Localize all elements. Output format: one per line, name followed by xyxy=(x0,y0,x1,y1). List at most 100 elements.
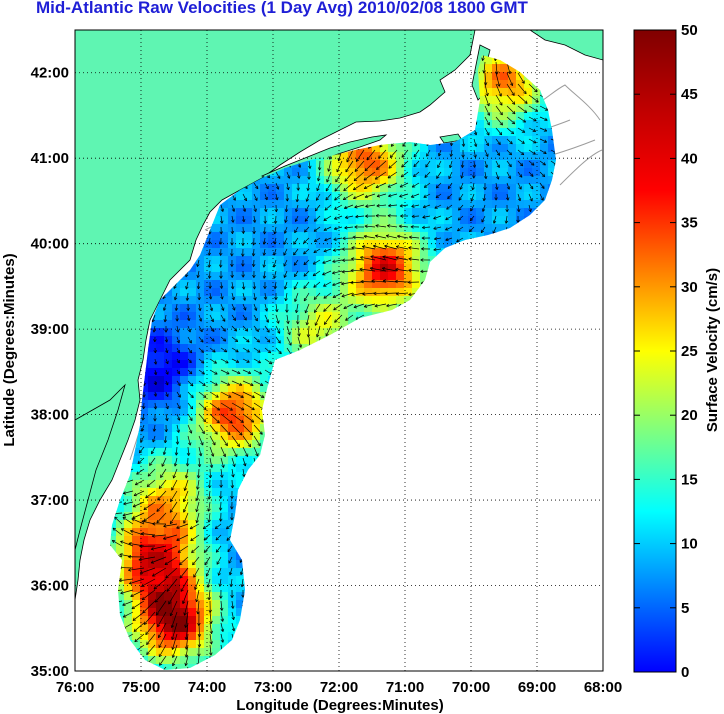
velocity-cell xyxy=(116,600,125,609)
velocity-cell xyxy=(252,408,261,417)
velocity-cell xyxy=(532,112,541,121)
velocity-cell xyxy=(244,272,253,281)
velocity-cell xyxy=(204,616,213,625)
velocity-cell xyxy=(236,608,245,617)
velocity-cell xyxy=(388,176,397,185)
velocity-cell xyxy=(164,664,173,670)
velocity-cell xyxy=(500,128,509,137)
velocity-cell xyxy=(212,592,221,601)
velocity-cell xyxy=(212,432,221,441)
velocity-cell xyxy=(236,344,245,353)
velocity-cell xyxy=(220,568,229,577)
velocity-cell xyxy=(372,160,381,169)
velocity-cell xyxy=(268,312,277,321)
velocity-cell xyxy=(292,312,301,321)
velocity-cell xyxy=(220,464,229,473)
velocity-cell xyxy=(300,264,309,273)
velocity-cell xyxy=(356,280,365,289)
velocity-cell xyxy=(196,632,205,641)
velocity-cell xyxy=(516,160,525,169)
velocity-cell xyxy=(228,408,237,417)
velocity-cell xyxy=(164,432,173,441)
velocity-cell xyxy=(140,640,149,649)
velocity-cell xyxy=(212,280,221,289)
velocity-cell xyxy=(500,72,509,81)
velocity-cell xyxy=(260,200,269,209)
velocity-cell xyxy=(300,288,309,297)
velocity-cell xyxy=(492,144,501,153)
velocity-cell xyxy=(300,168,309,177)
velocity-cell xyxy=(316,312,325,321)
velocity-cell xyxy=(244,240,253,249)
velocity-cell xyxy=(180,416,189,425)
velocity-cell xyxy=(172,320,181,329)
velocity-cell xyxy=(212,360,221,369)
velocity-cell xyxy=(156,568,165,577)
velocity-cell xyxy=(436,224,445,233)
velocity-cell xyxy=(156,624,165,633)
velocity-cell xyxy=(196,256,205,265)
velocity-cell xyxy=(140,576,149,585)
velocity-cell xyxy=(244,440,253,449)
velocity-cell xyxy=(252,432,261,441)
velocity-cell xyxy=(156,472,165,481)
velocity-cell xyxy=(396,200,405,209)
velocity-cell xyxy=(308,192,317,201)
velocity-cell xyxy=(268,320,277,329)
velocity-cell xyxy=(156,576,165,585)
velocity-cell xyxy=(132,608,141,617)
velocity-cell xyxy=(396,208,405,217)
velocity-cell xyxy=(412,264,421,273)
velocity-cell xyxy=(220,432,229,441)
velocity-cell xyxy=(444,240,453,249)
velocity-cell xyxy=(220,384,229,393)
velocity-cell xyxy=(228,496,237,505)
velocity-cell xyxy=(196,568,205,577)
velocity-cell xyxy=(124,624,133,633)
velocity-cell xyxy=(236,456,245,465)
velocity-cell xyxy=(396,240,405,249)
velocity-cell xyxy=(244,456,253,465)
velocity-cell xyxy=(300,280,309,289)
velocity-cell xyxy=(404,248,413,257)
velocity-cell xyxy=(180,448,189,457)
velocity-cell xyxy=(244,400,253,409)
velocity-cell xyxy=(148,592,157,601)
velocity-cell xyxy=(348,264,357,273)
velocity-cell xyxy=(460,136,469,145)
velocity-cell xyxy=(140,584,149,593)
velocity-cell xyxy=(308,288,317,297)
velocity-cell xyxy=(188,640,197,649)
velocity-cell xyxy=(308,240,317,249)
velocity-cell xyxy=(164,568,173,577)
velocity-cell xyxy=(228,232,237,241)
velocity-cell xyxy=(196,272,205,281)
velocity-cell xyxy=(476,168,485,177)
velocity-cell xyxy=(420,240,429,249)
velocity-cell xyxy=(172,368,181,377)
velocity-cell xyxy=(148,440,157,449)
velocity-cell xyxy=(308,208,317,217)
velocity-cell xyxy=(388,192,397,201)
velocity-cell xyxy=(484,80,493,89)
velocity-cell xyxy=(428,184,437,193)
velocity-cell xyxy=(132,472,141,481)
velocity-cell xyxy=(148,432,157,441)
velocity-cell xyxy=(300,336,309,345)
velocity-cell xyxy=(164,544,173,553)
velocity-cell xyxy=(212,408,221,417)
velocity-cell xyxy=(252,328,261,337)
velocity-cell xyxy=(372,280,381,289)
velocity-cell xyxy=(292,256,301,265)
velocity-cell xyxy=(468,224,477,233)
velocity-cell xyxy=(220,584,229,593)
velocity-cell xyxy=(508,176,517,185)
velocity-cell xyxy=(212,272,221,281)
velocity-cell xyxy=(492,160,501,169)
map-plot-area[interactable] xyxy=(74,29,604,676)
velocity-cell xyxy=(468,208,477,217)
velocity-cell xyxy=(188,384,197,393)
velocity-cell xyxy=(140,488,149,497)
velocity-cell xyxy=(188,368,197,377)
velocity-cell xyxy=(388,288,397,297)
